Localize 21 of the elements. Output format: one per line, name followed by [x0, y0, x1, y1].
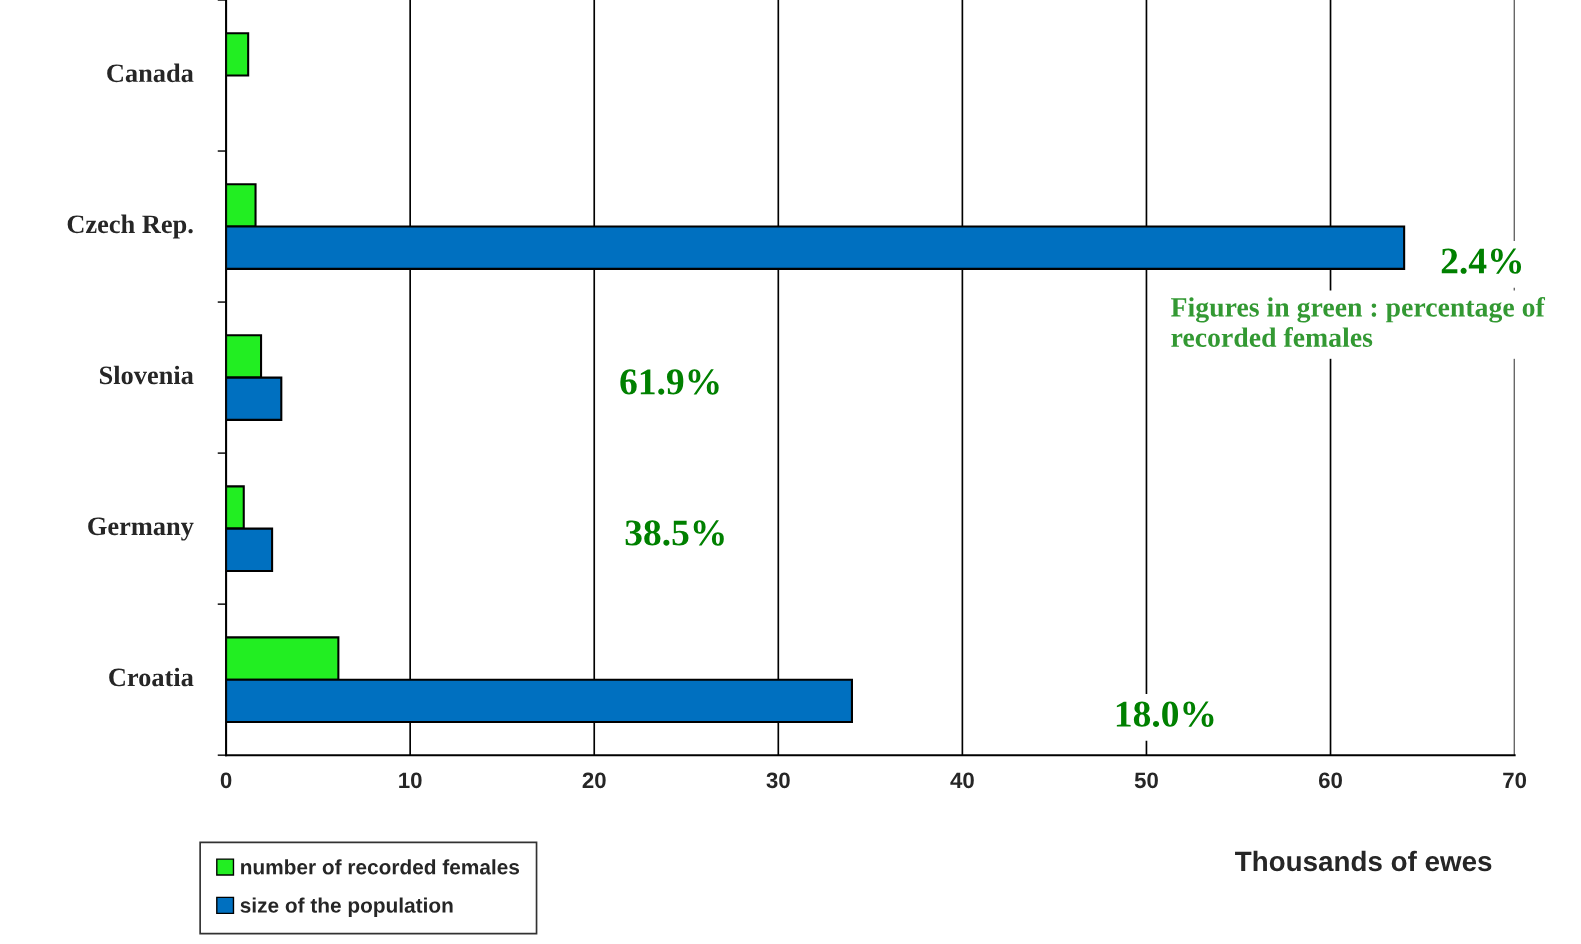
annotation: 38.5%: [625, 520, 724, 546]
y-tick-label: Germany: [88, 517, 194, 541]
annotation: 2.4%: [1441, 248, 1522, 274]
x-tick-label: 60: [1318, 772, 1342, 789]
x-axis-title: Thousands of ewes: [1235, 850, 1492, 872]
legend-label: number of recorded females: [241, 859, 520, 875]
x-tick-label: 0: [220, 772, 232, 789]
x-tick-label: 20: [582, 772, 606, 789]
y-tick-label: Slovenia: [99, 365, 194, 385]
x-tick-label: 10: [399, 772, 422, 789]
annotation: 18.0%: [1116, 701, 1214, 727]
x-tick-label: 30: [766, 772, 790, 789]
x-tick-label: 40: [950, 772, 974, 789]
y-tick-label: Czech Rep.: [67, 214, 193, 239]
y-tick-label: Croatia: [109, 667, 194, 687]
legend-label: size of the population: [240, 897, 453, 917]
x-tick-label: 50: [1134, 772, 1158, 789]
annotation: 61.9%: [620, 369, 719, 395]
annotation: Figures in green : percentage of recorded females: [1171, 296, 1546, 347]
y-tick-label: Canada: [107, 63, 194, 83]
x-tick-label: 70: [1503, 772, 1527, 789]
